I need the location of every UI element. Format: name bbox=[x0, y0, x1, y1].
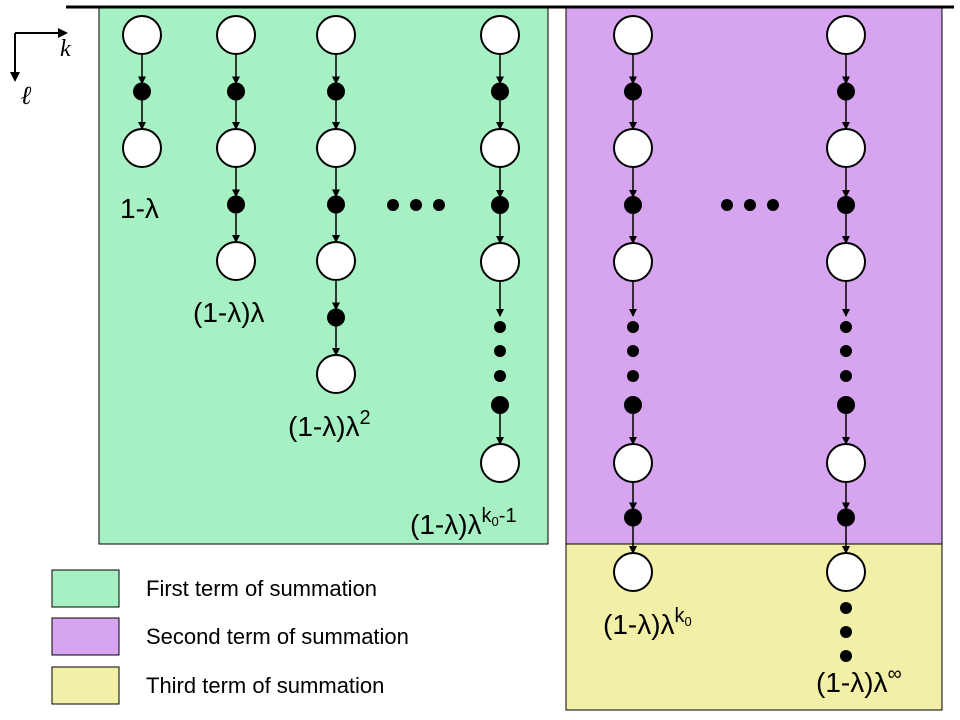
transition-dot bbox=[227, 195, 245, 214]
ellipsis-dot bbox=[494, 321, 506, 333]
state-node bbox=[613, 443, 653, 483]
legend: First term of summation Second term of s… bbox=[51, 569, 409, 705]
ellipsis-dot bbox=[627, 370, 639, 382]
label-chain-3: (1-λ)λ2 bbox=[288, 407, 371, 442]
transition-dot bbox=[491, 82, 509, 101]
state-node bbox=[613, 242, 653, 282]
l-axis-label: ℓ bbox=[21, 81, 32, 110]
state-node bbox=[316, 15, 356, 55]
label-chain-k0: (1-λ)λk0 bbox=[603, 605, 692, 640]
state-node bbox=[613, 128, 653, 168]
state-node bbox=[826, 128, 866, 168]
state-node bbox=[316, 128, 356, 168]
state-node bbox=[613, 552, 653, 592]
k-axis-label: k bbox=[60, 36, 71, 62]
state-node bbox=[826, 15, 866, 55]
transition-dot bbox=[624, 196, 642, 214]
legend-label-third: Third term of summation bbox=[146, 673, 384, 698]
label-chain-1: 1-λ bbox=[120, 193, 159, 224]
ellipsis-first bbox=[387, 199, 445, 211]
ellipsis-dot bbox=[627, 321, 639, 333]
label-chain-2: (1-λ)λ bbox=[193, 297, 265, 328]
legend-label-first: First term of summation bbox=[146, 576, 377, 601]
ellipsis-dot bbox=[840, 345, 852, 357]
transition-dot bbox=[491, 396, 509, 414]
transition-dot bbox=[327, 308, 345, 327]
state-node bbox=[826, 443, 866, 483]
ellipsis-dot bbox=[840, 370, 852, 382]
ellipsis-dot bbox=[494, 370, 506, 382]
state-node bbox=[216, 128, 256, 168]
state-node bbox=[216, 15, 256, 55]
state-node bbox=[480, 128, 520, 168]
state-node bbox=[122, 128, 162, 168]
ellipsis-dot bbox=[494, 345, 506, 357]
transition-dot bbox=[133, 82, 151, 101]
legend-swatch-first bbox=[51, 569, 120, 608]
chains bbox=[122, 15, 866, 662]
state-node bbox=[826, 552, 866, 592]
transition-dot bbox=[327, 82, 345, 101]
ellipsis-dot bbox=[627, 345, 639, 357]
state-node bbox=[826, 242, 866, 282]
transition-dot bbox=[227, 82, 245, 101]
ellipsis-dot bbox=[840, 602, 852, 614]
state-node bbox=[216, 241, 256, 281]
state-node bbox=[480, 15, 520, 55]
legend-swatch-third bbox=[51, 666, 120, 705]
state-node bbox=[480, 443, 520, 483]
transition-dot bbox=[837, 82, 855, 101]
transition-dot bbox=[624, 82, 642, 101]
legend-swatch-second bbox=[51, 617, 120, 656]
transition-dot bbox=[491, 196, 509, 214]
ellipsis-second bbox=[721, 199, 779, 211]
state-node bbox=[480, 242, 520, 282]
ellipsis-dot bbox=[840, 650, 852, 662]
ellipsis-dot bbox=[840, 626, 852, 638]
legend-label-second: Second term of summation bbox=[146, 624, 409, 649]
axis-indicator: k ℓ bbox=[10, 28, 71, 110]
transition-dot bbox=[837, 396, 855, 414]
state-node bbox=[316, 354, 356, 394]
state-node bbox=[613, 15, 653, 55]
transition-dot bbox=[624, 396, 642, 414]
label-chain-infinity: (1-λ)λ∞ bbox=[816, 663, 902, 698]
label-chain-k0-minus-1: (1-λ)λk0-1 bbox=[410, 505, 517, 540]
transition-dot bbox=[327, 195, 345, 214]
transition-dot bbox=[624, 508, 642, 527]
transition-dot bbox=[837, 196, 855, 214]
state-node bbox=[316, 241, 356, 281]
transition-dot bbox=[837, 508, 855, 527]
ellipsis-dot bbox=[840, 321, 852, 333]
state-node bbox=[122, 15, 162, 55]
